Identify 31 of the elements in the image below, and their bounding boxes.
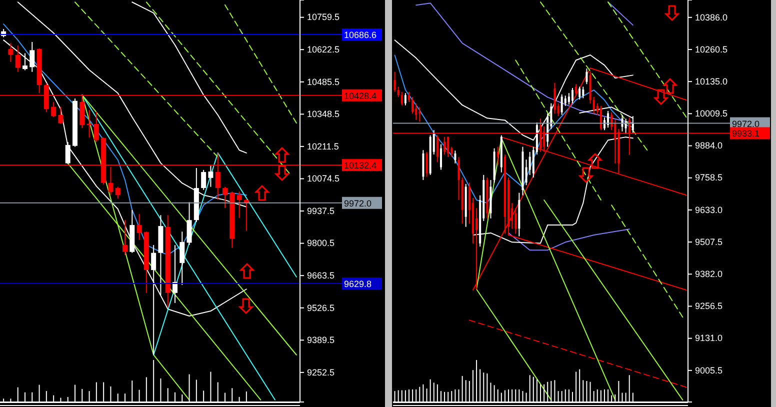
y-tick-label: 9131.0	[695, 333, 723, 344]
y-tick-label: 10485.5	[307, 76, 340, 87]
y-tick-label: 9507.5	[695, 236, 723, 247]
ref-line-label: 9629.8	[344, 279, 372, 290]
ref-line-label: 10132.4	[344, 160, 377, 171]
y-tick-label: 9252.5	[307, 367, 335, 378]
ref-line-label: 10428.4	[344, 90, 377, 101]
y-tick-label: 9526.5	[307, 302, 335, 313]
y-tick-label: 10386.0	[695, 12, 728, 22]
y-tick-label: 9633.0	[695, 204, 723, 215]
y-tick-label: 10074.5	[307, 174, 340, 184]
y-tick-label: 10622.5	[307, 44, 340, 54]
y-tick-label: 10260.5	[695, 44, 728, 54]
y-tick-label: 10348.5	[307, 109, 340, 120]
ref-line-label: 9972.0	[732, 118, 760, 129]
y-tick-label: 9005.5	[695, 365, 723, 376]
y-tick-label: 10211.5	[307, 141, 339, 152]
y-tick-label: 9758.5	[695, 172, 723, 183]
y-tick-label: 9382.0	[695, 269, 723, 280]
y-tick-label: 10009.5	[695, 108, 728, 119]
y-tick-label: 9389.5	[307, 335, 335, 346]
ref-line-label: 9972.0	[344, 198, 372, 208]
ref-line-label: 9933.1	[732, 128, 760, 139]
y-tick-label: 9884.0	[695, 140, 723, 151]
y-tick-label: 10759.5	[307, 12, 340, 22]
y-tick-label: 9256.5	[695, 301, 723, 312]
y-tick-label: 10135.0	[695, 76, 728, 86]
y-tick-label: 9800.5	[307, 238, 335, 248]
y-tick-label: 9663.5	[307, 270, 335, 280]
y-tick-label: 9937.5	[307, 206, 335, 216]
ref-line-label: 10686.6	[344, 30, 377, 40]
